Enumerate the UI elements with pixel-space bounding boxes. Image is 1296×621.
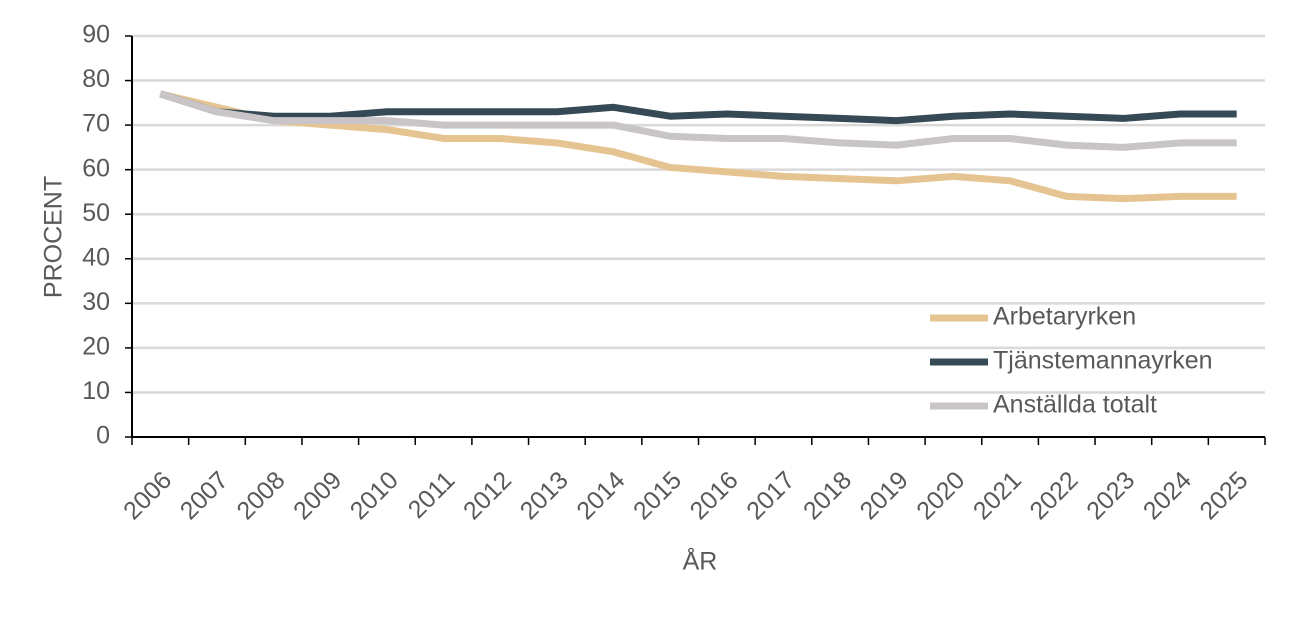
x-tick-label: 2009 xyxy=(288,466,347,525)
x-tick-label: 2012 xyxy=(458,466,517,525)
line-series xyxy=(159,90,1237,125)
x-tick-label: 2011 xyxy=(403,466,461,524)
y-axis-label: PROCENT xyxy=(40,176,68,298)
x-tick-label: 2015 xyxy=(628,466,687,525)
y-tick-label: 60 xyxy=(82,154,110,182)
x-tick-label: 2022 xyxy=(1025,466,1084,525)
x-tick-label: 2021 xyxy=(968,466,1027,525)
legend-label: Anställda totalt xyxy=(993,391,1157,419)
legend-label: Tjänstemannayrken xyxy=(993,347,1213,375)
line-series xyxy=(159,90,1237,203)
y-tick-label: 50 xyxy=(82,199,110,227)
x-tick-label: 2010 xyxy=(345,466,404,525)
x-tick-label: 2019 xyxy=(855,466,914,525)
y-tick-label: 80 xyxy=(82,65,110,93)
x-tick-label: 2008 xyxy=(231,466,290,525)
y-tick-label: 10 xyxy=(82,377,110,405)
x-tick-label: 2020 xyxy=(911,466,970,525)
y-tick-label: 0 xyxy=(96,422,110,450)
y-tick-label: 40 xyxy=(82,243,110,271)
x-tick-label: 2023 xyxy=(1081,466,1140,525)
line-series xyxy=(159,90,1237,151)
x-axis-label: ÅR xyxy=(683,546,718,576)
x-tick-label: 2024 xyxy=(1138,466,1197,525)
x-tick-label: 2025 xyxy=(1194,466,1253,525)
x-tick-label: 2013 xyxy=(515,466,574,525)
x-tick-label: 2018 xyxy=(798,466,857,525)
legend-label: Arbetaryrken xyxy=(993,303,1136,331)
x-tick-label: 2006 xyxy=(118,466,177,525)
y-tick-label: 20 xyxy=(82,332,110,360)
x-tick-label: 2016 xyxy=(685,466,744,525)
x-tick-label: 2017 xyxy=(741,466,800,525)
y-tick-label: 30 xyxy=(82,288,110,316)
x-tick-label: 2014 xyxy=(571,466,630,525)
y-tick-label: 90 xyxy=(82,21,110,49)
x-tick-label: 2007 xyxy=(175,466,234,525)
y-tick-label: 70 xyxy=(82,110,110,138)
